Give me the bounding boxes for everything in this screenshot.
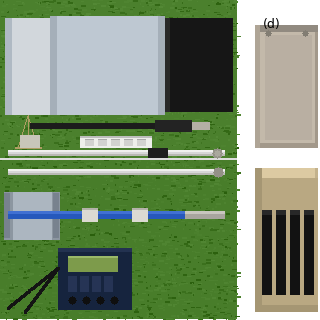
- Text: (d): (d): [263, 18, 281, 31]
